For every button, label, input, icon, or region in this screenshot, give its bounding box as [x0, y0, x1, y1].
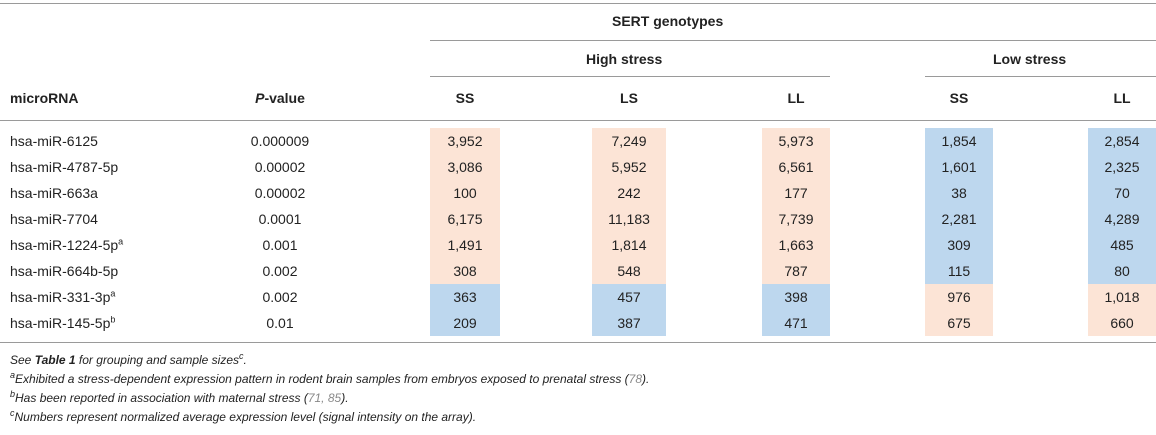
cell-hs-ss: 363: [430, 284, 500, 310]
row-microrna: hsa-miR-7704: [10, 211, 98, 227]
footnote-text: Has been reported in association with ma…: [15, 391, 308, 405]
cell-ls-ss: 1,854: [925, 128, 993, 154]
low-stress-underline: [925, 76, 1156, 77]
cell-ls-ss: 2,281: [925, 206, 993, 232]
column-header-ls-ll: LL: [1113, 90, 1131, 106]
cell-ls-ss: 38: [925, 180, 993, 206]
cell-ls-ll: 1,018: [1088, 284, 1156, 310]
row-microrna: hsa-miR-664b-5p: [10, 263, 119, 279]
column-header-pvalue: P-value: [240, 90, 320, 106]
footnote-mark: b: [110, 314, 116, 325]
row-pvalue: 0.002: [262, 289, 298, 305]
column-header-hs-ll: LL: [787, 90, 805, 106]
cell-hs-ls: 1,814: [592, 232, 666, 258]
microrna-name: hsa-miR-331-3p: [10, 289, 111, 305]
cell-hs-ll: 787: [762, 258, 830, 284]
cell-ls-ss: 309: [925, 232, 993, 258]
high-stress-underline: [430, 76, 830, 77]
cell-hs-ss: 100: [430, 180, 500, 206]
row-pvalue: 0.00002: [254, 159, 306, 175]
cell-ls-ll: 485: [1088, 232, 1156, 258]
row-pvalue: 0.0001: [258, 211, 302, 227]
high-stress-header: High stress: [586, 51, 663, 67]
cell-ls-ss: 115: [925, 258, 993, 284]
cell-hs-ss: 3,952: [430, 128, 500, 154]
cell-hs-ls: 387: [592, 310, 666, 336]
cell-hs-ls: 11,183: [592, 206, 666, 232]
sert-genotypes-underline: [430, 40, 1156, 41]
pvalue-suffix: -value: [264, 90, 305, 106]
footnote-mark: c: [10, 408, 15, 418]
cell-hs-ls: 548: [592, 258, 666, 284]
row-pvalue: 0.00002: [254, 185, 306, 201]
row-microrna: hsa-miR-663a: [10, 185, 98, 201]
cell-ls-ll: 660: [1088, 310, 1156, 336]
low-stress-header: Low stress: [993, 51, 1067, 67]
footnote-text: Numbers represent normalized average exp…: [14, 410, 477, 424]
column-header-ls-ss: SS: [949, 90, 969, 106]
cell-hs-ll: 177: [762, 180, 830, 206]
footnote-text: .: [243, 353, 247, 367]
row-pvalue: 0.000009: [250, 133, 310, 149]
cell-ls-ss: 1,601: [925, 154, 993, 180]
footnote-text: ).: [642, 372, 650, 386]
cell-hs-ls: 7,249: [592, 128, 666, 154]
reference-link[interactable]: 78: [628, 372, 643, 386]
cell-ls-ll: 70: [1088, 180, 1156, 206]
footnote-mark: c: [239, 351, 244, 361]
table-bottom-rule: [0, 342, 1156, 343]
column-header-microrna: microRNA: [10, 90, 79, 106]
cell-ls-ll: 2,854: [1088, 128, 1156, 154]
cell-hs-ll: 6,561: [762, 154, 830, 180]
footnote-mark: a: [10, 370, 16, 380]
row-pvalue: 0.002: [262, 263, 298, 279]
footnote-text: ).: [341, 391, 349, 405]
footnote-text: See: [10, 353, 35, 367]
cell-hs-ll: 471: [762, 310, 830, 336]
footnote-a: aExhibited a stress-dependent expression…: [10, 370, 650, 387]
cell-hs-ss: 1,491: [430, 232, 500, 258]
row-microrna: hsa-miR-4787-5p: [10, 159, 119, 175]
column-header-hs-ss: SS: [455, 90, 475, 106]
cell-hs-ll: 398: [762, 284, 830, 310]
cell-hs-ll: 5,973: [762, 128, 830, 154]
row-microrna: hsa-miR-6125: [10, 133, 98, 149]
cell-ls-ll: 80: [1088, 258, 1156, 284]
footnote-table-reference: See Table 1 for grouping and sample size…: [10, 351, 247, 368]
cell-ls-ss: 675: [925, 310, 993, 336]
cell-hs-ll: 1,663: [762, 232, 830, 258]
footnote-mark: a: [110, 288, 116, 299]
footnote-mark: a: [118, 236, 124, 247]
footnote-text: for grouping and sample sizes: [75, 353, 240, 367]
cell-ls-ss: 976: [925, 284, 993, 310]
cell-hs-ls: 457: [592, 284, 666, 310]
row-microrna: hsa-miR-331-3pa: [10, 284, 115, 310]
reference-link[interactable]: 71, 85: [307, 391, 342, 405]
header-bottom-rule: [0, 120, 1156, 121]
cell-hs-ss: 6,175: [430, 206, 500, 232]
footnote-c: cNumbers represent normalized average ex…: [10, 408, 477, 425]
row-microrna: hsa-miR-145-5pb: [10, 310, 115, 336]
cell-ls-ll: 2,325: [1088, 154, 1156, 180]
row-pvalue: 0.01: [266, 315, 294, 331]
row-pvalue: 0.001: [262, 237, 298, 253]
table-1-link[interactable]: Table 1: [34, 353, 76, 367]
sert-genotypes-header: SERT genotypes: [612, 13, 724, 29]
cell-hs-ll: 7,739: [762, 206, 830, 232]
footnote-b: bHas been reported in association with m…: [10, 389, 349, 406]
cell-ls-ll: 4,289: [1088, 206, 1156, 232]
footnote-mark: b: [10, 389, 16, 399]
cell-hs-ls: 242: [592, 180, 666, 206]
microrna-name: hsa-miR-1224-5p: [10, 237, 119, 253]
column-header-hs-ls: LS: [620, 90, 638, 106]
cell-hs-ss: 308: [430, 258, 500, 284]
cell-hs-ls: 5,952: [592, 154, 666, 180]
cell-hs-ss: 209: [430, 310, 500, 336]
top-rule: [0, 3, 1156, 4]
footnote-text: Exhibited a stress-dependent expression …: [15, 372, 629, 386]
cell-hs-ss: 3,086: [430, 154, 500, 180]
microrna-name: hsa-miR-145-5p: [10, 315, 111, 331]
row-microrna: hsa-miR-1224-5pa: [10, 232, 123, 258]
pvalue-italic-p: P: [255, 90, 265, 106]
